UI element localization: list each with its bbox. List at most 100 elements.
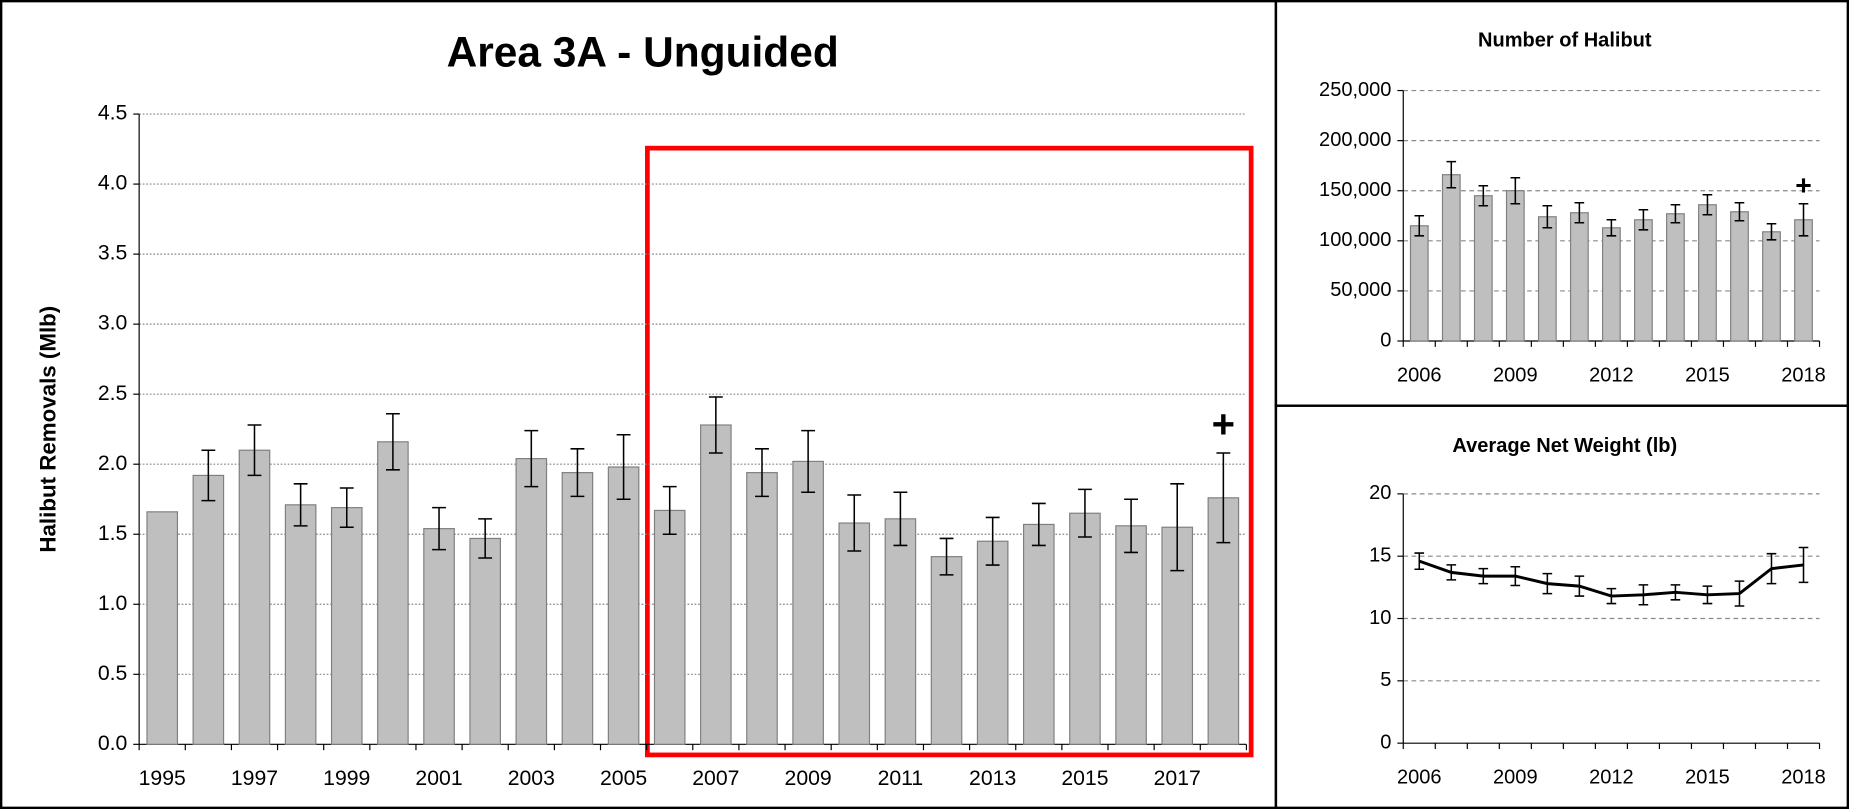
error-bar [1170,483,1185,572]
error-bar [1446,160,1457,189]
bar [1441,174,1461,342]
y-tick-label: 150,000 [1319,179,1391,201]
bar [930,556,963,745]
error-bar [1734,580,1745,607]
x-tick-label: 2005 [600,767,647,790]
x-tick-label: 2015 [1685,767,1730,789]
error-bar [1574,575,1585,597]
bar [1762,231,1781,342]
bar [561,472,594,745]
bar [653,509,686,745]
bar [330,507,363,745]
error-bar [1670,584,1681,601]
bar [377,441,409,745]
x-tick-label: 2015 [1685,365,1730,387]
x-tick-label: 2018 [1781,767,1826,789]
error-bar [1478,567,1489,585]
error-bar [1638,208,1649,231]
x-tick-label: 2009 [785,767,832,790]
bar [838,522,871,745]
y-tick-label: 250,000 [1319,79,1391,101]
error-bar [524,429,539,488]
bar [792,460,824,745]
error-bar [247,424,262,477]
error-bar [1702,585,1713,605]
error-bar [1510,566,1521,587]
y-tick-label: 0 [1380,731,1391,753]
error-bar [385,413,400,471]
chart-title: Number of Halibut [1478,29,1652,51]
bar [238,449,271,745]
error-bar [755,448,769,498]
error-bar [1542,572,1553,595]
bar [1022,523,1055,745]
error-bar [801,429,816,493]
error-bar [616,434,631,500]
error-bar [1734,201,1745,222]
bar [1634,219,1653,342]
y-tick-label: 3.0 [98,312,128,335]
bottom-right-panel [1274,404,1849,809]
error-bar [1478,184,1489,207]
y-tick-label: 4.0 [98,172,128,195]
y-tick-label: 0.5 [98,662,128,685]
annotation: + [1212,403,1235,447]
error-bar [1078,488,1092,538]
y-tick-label: 0.0 [98,732,128,755]
error-bar [1798,546,1809,584]
x-tick-label: 2011 [878,767,924,790]
y-tick-label: 15 [1369,544,1391,566]
error-bar [1216,452,1231,544]
y-axis-label: Halibut Removals (Mlb) [35,306,60,553]
bar [1537,216,1557,342]
error-bar [1766,552,1777,585]
y-tick-label: 0 [1380,329,1391,351]
error-bar [1124,498,1139,554]
bar [1069,512,1101,745]
bar [284,504,317,745]
x-tick-label: 2006 [1397,767,1442,789]
error-bar [1031,502,1046,547]
y-tick-label: 50,000 [1330,279,1391,301]
bar [1698,204,1717,342]
y-tick-label: 3.5 [98,242,128,265]
x-tick-label: 2003 [508,767,555,790]
bar [1505,190,1525,342]
y-tick-label: 10 [1369,607,1391,629]
bar [1115,525,1147,745]
error-bar [570,448,585,498]
x-tick-label: 2006 [1397,365,1442,387]
bar [607,466,640,745]
error-bar [1446,564,1457,581]
bar [1473,195,1493,342]
bar [515,458,548,745]
error-bar [1798,202,1809,237]
chart-title: Area 3A - Unguided [447,29,839,76]
x-tick-label: 1999 [323,767,370,790]
error-bar [293,483,308,527]
error-bar [847,494,862,552]
error-bar [432,506,446,551]
x-tick-label: 2007 [692,767,739,790]
bar [192,474,225,745]
error-bar [893,491,908,547]
error-bar [1414,215,1425,237]
error-bar [1766,223,1777,241]
bar [1730,211,1749,342]
x-tick-label: 2012 [1589,767,1634,789]
bar [423,528,455,745]
bar [1601,227,1621,342]
error-bar [1702,193,1713,216]
annotation: + [1795,169,1812,201]
y-tick-label: 100,000 [1319,229,1391,251]
error-bar [1510,176,1521,205]
bar [700,424,732,745]
error-bar [201,449,216,502]
bar [884,518,917,745]
bar [746,472,778,745]
x-tick-label: 2001 [415,767,462,790]
error-bar [939,537,954,576]
x-tick-label: 2015 [1061,767,1108,790]
y-tick-label: 1.5 [98,522,128,545]
